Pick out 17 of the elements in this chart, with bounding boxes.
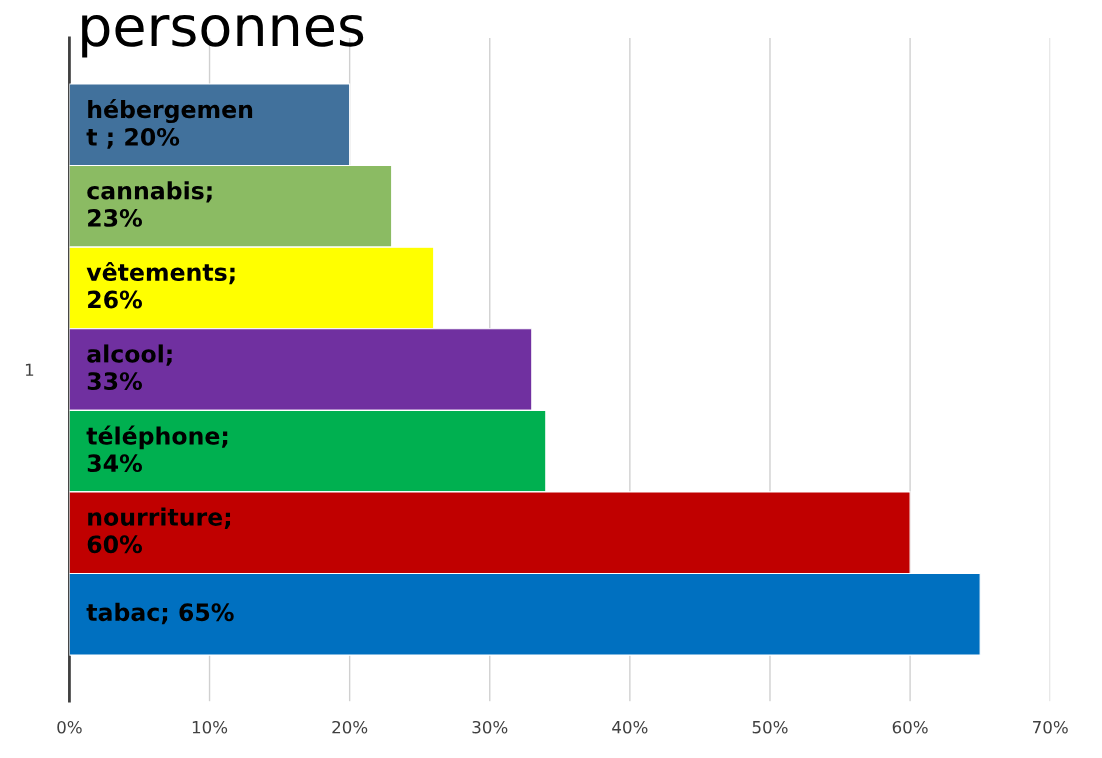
data-label: nourriture; 60% <box>87 507 231 554</box>
x-tick-label: 10% <box>192 720 228 734</box>
x-tick-label: 70% <box>1033 720 1068 734</box>
x-tick-label: 40% <box>612 720 648 734</box>
data-label: tabac; 65% <box>86 602 234 625</box>
y-tick-label: 1 <box>25 363 34 376</box>
x-tick-label: 0% <box>57 720 82 734</box>
data-label: hébergemen t ; 20% <box>86 99 253 149</box>
x-tick-label: 50% <box>752 720 788 734</box>
data-label: alcool; 33% <box>87 344 172 391</box>
x-tick-label: 60% <box>892 720 928 734</box>
x-tick-label: 20% <box>332 720 368 734</box>
data-label: cannabis; 23% <box>87 181 212 227</box>
data-label: vêtements; 26% <box>86 261 235 309</box>
data-label: téléphone; 34% <box>86 425 228 473</box>
x-tick-label: 30% <box>472 720 508 734</box>
chart-title: personnes <box>82 14 364 58</box>
